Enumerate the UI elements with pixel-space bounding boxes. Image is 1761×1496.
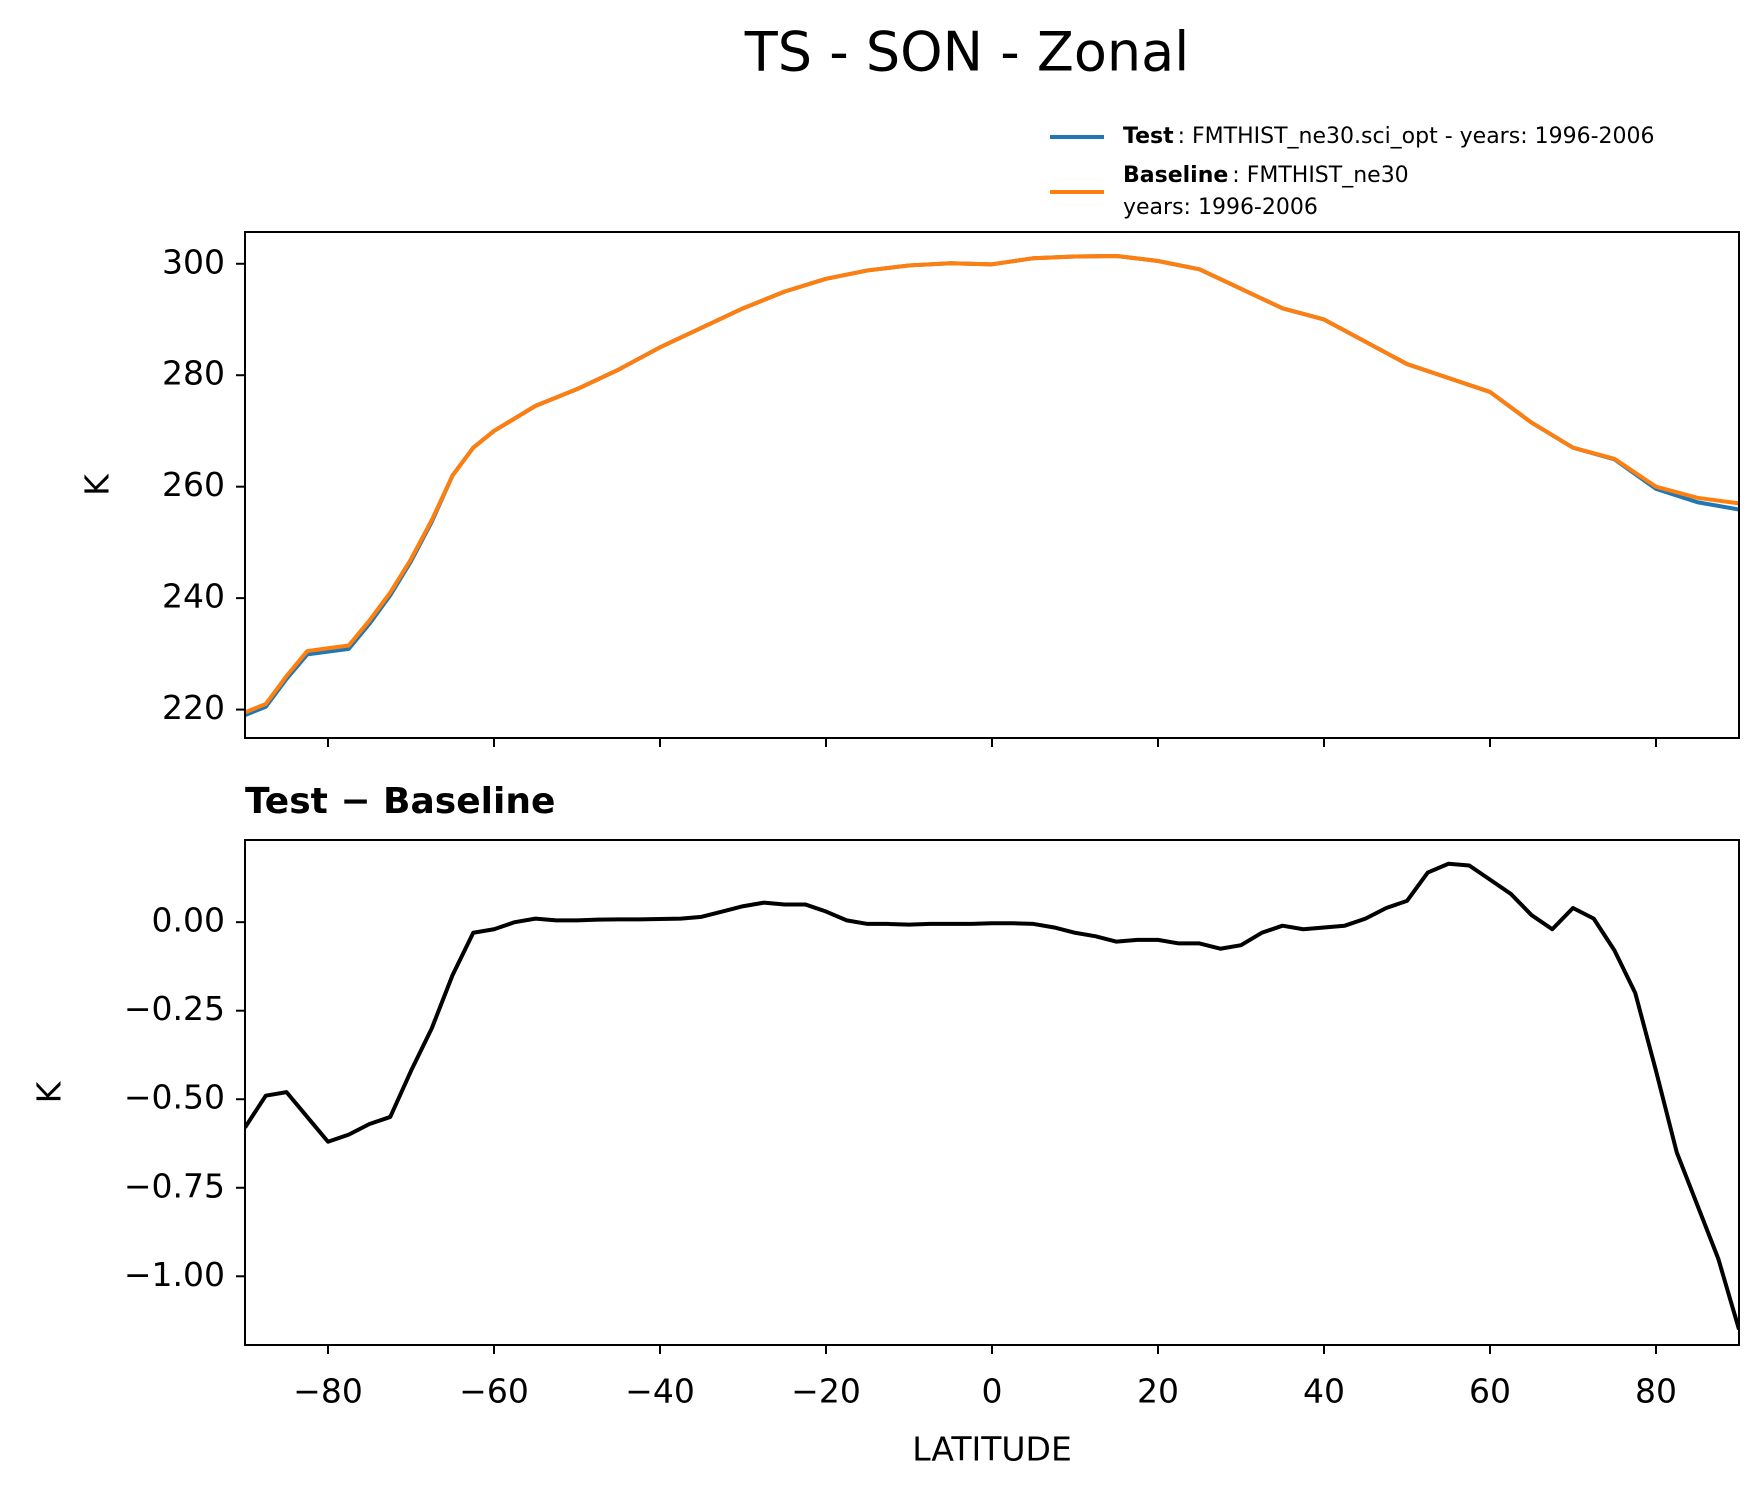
axes-frame — [244, 839, 1740, 1346]
subplot-title: Test − Baseline — [245, 781, 555, 822]
y-tick-label: 0.00 — [152, 901, 225, 940]
x-tick-label: −60 — [459, 1372, 529, 1411]
legend-detail: : FMTHIST_ne30 — [1232, 163, 1408, 188]
y-tick-label: −0.50 — [124, 1078, 225, 1117]
y-tick-label: −0.25 — [124, 989, 225, 1028]
y-tick-label: 220 — [162, 688, 225, 727]
x-tick-label: 20 — [1137, 1372, 1179, 1411]
x-tick-label: 0 — [982, 1372, 1003, 1411]
x-tick-label: 80 — [1635, 1372, 1677, 1411]
y-tick-label: 240 — [162, 577, 225, 616]
legend-entry: Test: FMTHIST_ne30.sci_opt - years: 1996… — [1123, 124, 1655, 149]
series-line — [245, 253, 1739, 715]
x-tick-label: 60 — [1469, 1372, 1511, 1411]
legend-entry: Baseline: FMTHIST_ne30 — [1123, 163, 1409, 188]
x-axis-label: LATITUDE — [912, 1430, 1072, 1469]
y-tick-label: 280 — [162, 354, 225, 393]
x-tick-label: 40 — [1303, 1372, 1345, 1411]
y-tick-label: 260 — [162, 465, 225, 504]
x-tick-label: −20 — [791, 1372, 861, 1411]
x-tick-label: −80 — [293, 1372, 363, 1411]
y-tick-label: −1.00 — [124, 1255, 225, 1294]
legend-name: Test — [1123, 124, 1174, 149]
y-tick-label: −0.75 — [124, 1166, 225, 1205]
legend-detail-line: years: 1996-2006 — [1123, 195, 1318, 220]
axes-frame — [244, 231, 1740, 739]
legend-detail: : FMTHIST_ne30.sci_opt - years: 1996-200… — [1178, 124, 1655, 149]
y-axis-label: K — [30, 1080, 69, 1103]
series-line — [245, 861, 1739, 1330]
y-tick-label: 300 — [162, 242, 225, 281]
x-tick-label: −40 — [625, 1372, 695, 1411]
figure-title: TS - SON - Zonal — [744, 21, 1189, 84]
legend-name: Baseline — [1123, 163, 1228, 188]
y-axis-label: K — [78, 473, 117, 496]
